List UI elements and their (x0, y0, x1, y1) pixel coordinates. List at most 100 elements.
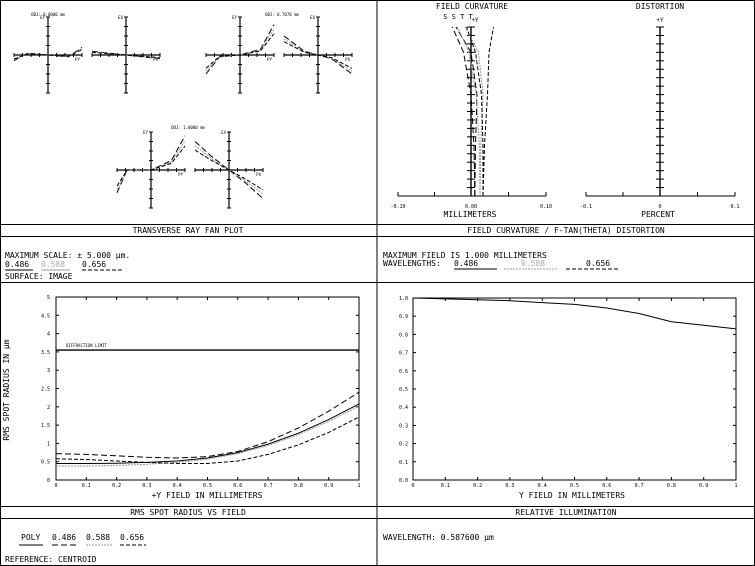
field-label: OBJ: 0.0000 mm (31, 12, 65, 17)
spot-y-tick-label: 0.5 (41, 460, 50, 466)
fc-tick-mid: 0.00 (465, 204, 477, 210)
ray-fan-curve (283, 41, 353, 69)
illum-y-tick-label: 0.2 (399, 442, 408, 448)
ray-fan-curve (194, 149, 264, 191)
distortion-plot (585, 26, 736, 197)
illum-y-tick-label: 0.7 (399, 351, 408, 357)
ray-fan-y-label: EY (40, 15, 45, 20)
illum-wavelength-label: WAVELENGTH: 0.587600 µm (383, 533, 494, 542)
fc-series-line (451, 26, 476, 197)
illum-x-tick-label: 0.6 (602, 483, 611, 489)
spot-y-tick-label: 5 (47, 295, 50, 301)
ray-fan-wl-2: 0.588 (41, 260, 65, 269)
spot-title: RMS SPOT RADIUS VS FIELD (130, 508, 246, 517)
ray-fan-y-label: EX (221, 130, 226, 135)
fc-tick-min: -0.10 (390, 204, 405, 210)
fc-xlabel: MILLIMETERS (444, 210, 497, 219)
spot-x-tick-label: 0.1 (82, 483, 91, 489)
ray-fan-curve (91, 51, 161, 59)
illum-y-tick-label: 0.0 (399, 478, 408, 484)
field-label: OBJ: 1.0000 mm (171, 125, 205, 130)
distortion-header: DISTORTION (636, 2, 684, 11)
spot-series-line (56, 405, 360, 467)
ray-fan-curve (91, 50, 161, 60)
ray-fan-title: TRANSVERSE RAY FAN PLOT (133, 226, 244, 235)
ray-fan-wl-3: 0.656 (82, 260, 106, 269)
legend-0656: 0.656 (120, 533, 144, 542)
illum-x-tick-label: 0.3 (505, 483, 514, 489)
illum-y-tick-label: 1.0 (399, 296, 408, 302)
spot-x-tick-label: 0 (54, 483, 57, 489)
illum-y-tick-label: 0.9 (399, 314, 408, 320)
relative-illumination-plot: 0 0.1 0.2 0.3 0.4 0.5 0.6 0.7 0.8 0.9 1 0.0 0.1 0.2 0.… (399, 296, 738, 489)
spot-x-tick-label: 0.4 (173, 483, 182, 489)
illum-x-tick-label: 0 (411, 483, 414, 489)
dist-tick-min: -0.1 (580, 204, 592, 210)
fc-series-line (482, 26, 494, 197)
ray-fan-x-label: PY (267, 57, 272, 62)
illum-x-tick-label: 0.2 (473, 483, 482, 489)
spot-series-line (56, 403, 360, 464)
legend-0588: 0.588 (86, 533, 110, 542)
illum-plot-frame (412, 297, 737, 481)
spot-ylabel: RMS SPOT RADIUS IN µm (2, 339, 11, 440)
illum-x-tick-label: 0.7 (635, 483, 644, 489)
ray-fan-wl-1: 0.486 (5, 260, 29, 269)
ray-fan-y-label: EX (118, 15, 123, 20)
illum-y-tick-label: 0.1 (399, 460, 408, 466)
ray-fan-y-label: EX (310, 15, 315, 20)
dist-xlabel: PERCENT (641, 210, 675, 219)
ray-fan-curve (116, 145, 186, 187)
illum-y-tick-label: 0.5 (399, 387, 408, 393)
dist-tick-max: 0.1 (730, 204, 739, 210)
wavelengths-label: WAVELENGTHS: (383, 259, 441, 268)
illum-y-tick-label: 0.3 (399, 423, 408, 429)
ray-fan-y-label: EY (143, 130, 148, 135)
ray-fan-x-label: PX (153, 57, 158, 62)
surface-label: SURFACE: IMAGE (5, 272, 73, 281)
ray-fan-x-label: PY (178, 172, 183, 177)
spot-plot-frame (55, 296, 360, 481)
ray-fan-curve (283, 38, 353, 72)
fc-series-line (466, 26, 484, 196)
fc-distortion-title: FIELD CURVATURE / F-TAN(THETA) DISTORTIO… (467, 226, 665, 235)
spot-x-tick-label: 0.2 (112, 483, 121, 489)
rms-spot-plot: 0 0.1 0.2 0.3 0.4 0.5 0.6 0.7 0.8 0.9 1 0 0.5 1 1.5 2 2.… (41, 295, 361, 489)
reference-label: REFERENCE: CENTROID (5, 555, 97, 564)
illum-x-tick-label: 1 (734, 483, 737, 489)
illum-x-tick-label: 0.1 (441, 483, 450, 489)
spot-y-tick-label: 1 (47, 441, 50, 447)
illum-y-tick-label: 0.8 (399, 332, 408, 338)
spot-xlabel: +Y FIELD IN MILLIMETERS (152, 491, 263, 500)
spot-y-tick-label: 0 (47, 478, 50, 484)
fc-tick-max: 0.10 (540, 204, 552, 210)
illum-x-tick-label: 0.9 (699, 483, 708, 489)
ray-fan-y-label: EY (232, 15, 237, 20)
fc-y-axis-label: +Y (471, 17, 479, 24)
spot-series-line (55, 391, 360, 459)
dist-y-axis-label: +Y (656, 17, 664, 24)
spot-y-tick-label: 3.5 (41, 350, 50, 356)
ray-fan-x-label: PX (345, 57, 350, 62)
fc-series-line (464, 26, 484, 197)
dist-tick-mid: 0 (658, 204, 661, 210)
ray-fan-curve (194, 145, 264, 195)
legend-0486: 0.486 (52, 533, 76, 542)
illum-title: RELATIVE ILLUMINATION (515, 508, 616, 517)
illum-x-tick-label: 0.5 (570, 483, 579, 489)
fc-wl-2: 0.588 (521, 259, 545, 268)
spot-y-tick-label: 2 (47, 405, 50, 411)
illum-xlabel: Y FIELD IN MILLIMETERS (519, 491, 625, 500)
diffraction-limit-label: DIFFRACTION LIMIT (66, 343, 108, 348)
spot-x-tick-label: 0.6 (233, 483, 242, 489)
max-field-label: MAXIMUM FIELD IS 1.000 MILLIMETERS (383, 251, 547, 260)
field-curvature-header: FIELD CURVATURE (436, 2, 508, 11)
illum-y-tick-label: 0.4 (399, 405, 408, 411)
sag-tan-markers: S S T T (443, 13, 473, 21)
ray-fan-curve (205, 33, 275, 69)
illum-series-line (412, 297, 737, 330)
field-label: OBJ: 0.7070 mm (265, 12, 299, 17)
ray-fan-curve (194, 141, 264, 199)
